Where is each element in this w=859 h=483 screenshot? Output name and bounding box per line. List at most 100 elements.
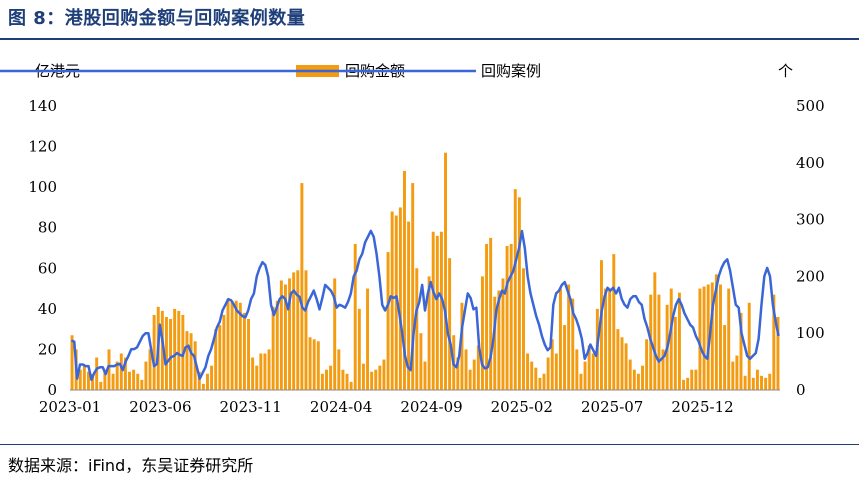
bar xyxy=(485,243,489,390)
bar xyxy=(173,308,177,390)
x-tick-label: 2025-02 xyxy=(491,398,553,416)
bar xyxy=(431,231,435,390)
bar xyxy=(382,359,386,390)
x-tick-label: 2025-07 xyxy=(581,398,643,416)
bar xyxy=(710,282,714,390)
bar xyxy=(554,353,558,390)
bar xyxy=(460,302,464,390)
bar xyxy=(509,243,513,390)
bar xyxy=(682,379,686,390)
top-rule xyxy=(0,38,859,40)
bar xyxy=(214,329,218,390)
bar xyxy=(259,353,263,390)
bar xyxy=(349,381,353,390)
bar xyxy=(320,373,324,390)
bar xyxy=(325,369,328,390)
bar xyxy=(99,381,103,390)
bar xyxy=(439,231,443,390)
bar xyxy=(620,337,624,390)
bar xyxy=(628,359,632,390)
bar xyxy=(329,365,333,390)
bar xyxy=(82,365,86,390)
bar xyxy=(538,377,542,390)
bar xyxy=(444,152,447,390)
bar xyxy=(300,183,304,390)
bar xyxy=(210,365,214,390)
bar xyxy=(657,294,661,390)
bar xyxy=(279,280,283,390)
bar xyxy=(316,341,320,390)
bar xyxy=(702,286,706,390)
bar xyxy=(764,377,768,390)
bar xyxy=(136,373,140,390)
bar xyxy=(164,316,168,390)
bar xyxy=(522,268,525,390)
bar xyxy=(333,278,337,390)
bar xyxy=(189,333,193,390)
bar xyxy=(464,349,468,390)
bar xyxy=(727,288,731,390)
bar xyxy=(731,361,735,390)
bar xyxy=(345,373,349,390)
x-tick-label: 2023-06 xyxy=(129,398,191,416)
bar xyxy=(226,298,230,390)
bar xyxy=(218,325,222,390)
bar xyxy=(719,284,722,390)
left-tick-label: 80 xyxy=(38,219,57,237)
bar xyxy=(78,369,82,390)
bar xyxy=(185,331,189,390)
bar xyxy=(690,369,694,390)
bar xyxy=(222,314,226,390)
bar xyxy=(70,335,74,390)
bottom-rule xyxy=(0,444,859,445)
bar xyxy=(558,288,562,390)
bar xyxy=(673,316,677,390)
bar xyxy=(415,268,419,390)
bar xyxy=(600,260,603,390)
bar xyxy=(480,276,484,390)
right-tick-label: 100 xyxy=(796,324,825,342)
bar xyxy=(128,371,131,390)
right-axis-unit: 个 xyxy=(778,62,793,80)
bar xyxy=(550,339,554,390)
bar xyxy=(107,349,111,390)
bar xyxy=(641,365,644,390)
bar xyxy=(407,221,411,390)
bar xyxy=(206,373,209,390)
bar xyxy=(776,316,780,390)
bar xyxy=(448,258,452,390)
bar xyxy=(267,349,271,390)
bar xyxy=(201,383,205,390)
bar xyxy=(140,379,144,390)
bar xyxy=(583,361,587,390)
bar xyxy=(275,300,279,390)
bar xyxy=(238,302,242,390)
bar xyxy=(755,369,759,390)
figure-title: 图 8：港股回购金额与回购案例数量 xyxy=(8,8,306,29)
bar xyxy=(242,312,246,390)
bar xyxy=(423,361,427,390)
bar xyxy=(132,369,136,390)
legend: 回购金额 回购案例 xyxy=(0,62,541,80)
bar xyxy=(645,339,649,390)
bar xyxy=(694,369,698,390)
bar xyxy=(587,345,591,390)
bar xyxy=(542,373,546,390)
bar xyxy=(411,183,415,390)
bar xyxy=(296,270,300,390)
bar xyxy=(747,302,751,390)
bar xyxy=(304,270,308,390)
bar xyxy=(563,325,567,390)
source-note: 数据来源：iFind，东吴证券研究所 xyxy=(8,456,254,475)
bar xyxy=(386,252,390,390)
bar xyxy=(456,357,460,390)
bar xyxy=(534,367,538,390)
bar xyxy=(271,306,275,390)
bar xyxy=(530,361,534,390)
bar xyxy=(739,312,743,390)
bar xyxy=(567,284,571,390)
x-tick-label: 2023-11 xyxy=(220,398,282,416)
bar xyxy=(468,369,472,390)
bar xyxy=(751,377,755,390)
bar xyxy=(772,294,776,390)
